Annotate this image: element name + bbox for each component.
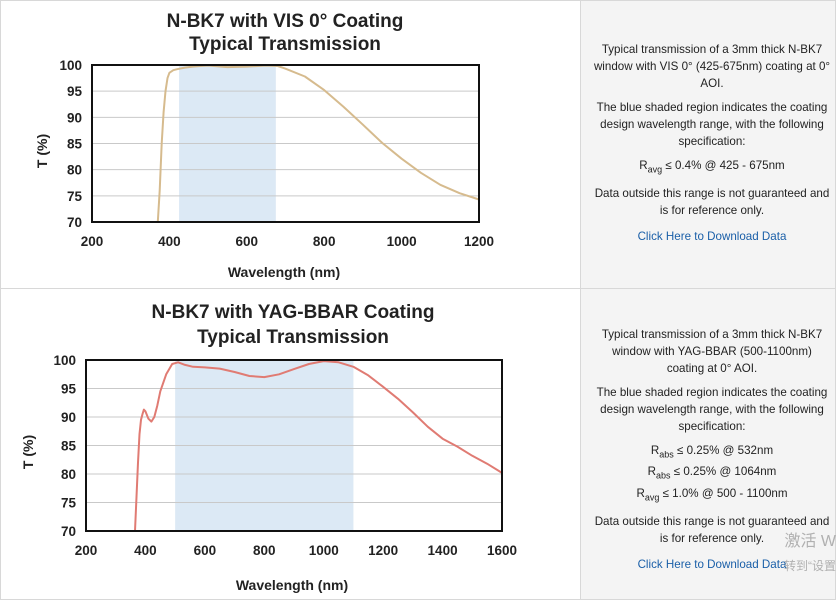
y-tick-label: 80 xyxy=(67,163,82,178)
spec-list: Ravg ≤ 0.4% @ 425 - 675nm xyxy=(593,157,831,178)
x-tick-label: 400 xyxy=(158,234,181,249)
info-disclaimer: Data outside this range is not guarantee… xyxy=(594,514,830,545)
info-description: Typical transmission of a 3mm thick N-BK… xyxy=(601,328,823,375)
info-block-1: Typical transmission of a 3mm thick N-BK… xyxy=(593,41,831,245)
activation-watermark: 激活 W xyxy=(784,533,836,550)
y-axis-label: T (%) xyxy=(20,435,36,469)
info-block-2: Typical transmission of a 3mm thick N-BK… xyxy=(593,326,831,573)
y-tick-label: 75 xyxy=(67,189,83,204)
y-tick-label: 75 xyxy=(61,496,77,511)
transmission-chart-vis: N-BK7 with VIS 0° Coating Typical Transm… xyxy=(34,11,494,280)
chart-cell-1: N-BK7 with VIS 0° Coating Typical Transm… xyxy=(1,1,581,288)
y-tick-label: 70 xyxy=(67,215,82,230)
chart-title-line2: Typical Transmission xyxy=(197,327,389,348)
x-tick-label: 200 xyxy=(81,234,104,249)
transmission-curve xyxy=(134,360,503,532)
y-tick-label: 100 xyxy=(59,58,82,73)
x-tick-label: 1000 xyxy=(309,543,339,558)
x-tick-label: 800 xyxy=(313,234,336,249)
info-shading-note: The blue shaded region indicates the coa… xyxy=(596,101,828,148)
y-tick-label: 70 xyxy=(61,524,76,539)
plot-frame xyxy=(85,359,503,532)
y-axis-label: T (%) xyxy=(34,134,50,168)
y-tick-label: 90 xyxy=(61,410,76,425)
download-data-link[interactable]: Click Here to Download Data xyxy=(637,230,787,244)
spec-line: Rabs ≤ 0.25% @ 532nm xyxy=(650,444,774,460)
transmission-chart-yag: N-BK7 with YAG-BBAR Coating Typical Tran… xyxy=(20,302,517,593)
plot-area: 70 75 80 85 90 95 100 200 400 600 800 1000 1200 xyxy=(59,58,494,249)
x-tick-label: 1000 xyxy=(387,234,417,249)
x-axis-label: Wavelength (nm) xyxy=(236,577,348,593)
x-tick-label: 1400 xyxy=(428,543,458,558)
spec-line: Ravg ≤ 0.4% @ 425 - 675nm xyxy=(639,159,785,175)
chart-row-2: N-BK7 with YAG-BBAR Coating Typical Tran… xyxy=(0,288,836,600)
x-tick-label: 600 xyxy=(194,543,217,558)
info-shading-note: The blue shaded region indicates the coa… xyxy=(596,386,828,433)
chart-title-line2: Typical Transmission xyxy=(189,34,381,55)
x-tick-label: 800 xyxy=(253,543,276,558)
x-tick-label: 200 xyxy=(75,543,98,558)
plot-area: 70 75 80 85 90 95 100 200 400 600 800 1000 1200 1400 1… xyxy=(53,353,517,558)
info-description: Typical transmission of a 3mm thick N-BK… xyxy=(593,43,831,90)
plot-frame xyxy=(91,64,480,223)
y-tick-label: 95 xyxy=(67,84,83,99)
x-axis-label: Wavelength (nm) xyxy=(228,264,340,280)
y-tick-label: 80 xyxy=(61,467,76,482)
spec-list: Rabs ≤ 0.25% @ 532nm Rabs ≤ 0.25% @ 1064… xyxy=(593,442,831,506)
y-tick-label: 85 xyxy=(61,439,77,454)
info-cell-2: Typical transmission of a 3mm thick N-BK… xyxy=(581,289,835,599)
download-data-link[interactable]: Click Here to Download Data xyxy=(637,557,787,571)
y-tick-label: 90 xyxy=(67,110,82,125)
x-tick-label: 1200 xyxy=(368,543,398,558)
activation-watermark-sub: 转到“设置 xyxy=(784,559,836,573)
spec-line: Rabs ≤ 0.25% @ 1064nm xyxy=(647,465,777,481)
x-tick-label: 400 xyxy=(134,543,157,558)
y-tick-label: 95 xyxy=(61,382,77,397)
x-tick-label: 1200 xyxy=(464,234,494,249)
chart-title-line1: N-BK7 with VIS 0° Coating xyxy=(167,11,404,32)
x-tick-label: 600 xyxy=(236,234,259,249)
y-tick-label: 100 xyxy=(53,353,76,368)
x-tick-label: 1600 xyxy=(487,543,517,558)
transmission-curve xyxy=(156,64,480,223)
info-cell-1: Typical transmission of a 3mm thick N-BK… xyxy=(581,1,835,288)
chart-row-1: N-BK7 with VIS 0° Coating Typical Transm… xyxy=(0,0,836,289)
chart-title-line1: N-BK7 with YAG-BBAR Coating xyxy=(152,302,435,323)
info-disclaimer: Data outside this range is not guarantee… xyxy=(594,187,830,218)
chart-cell-2: N-BK7 with YAG-BBAR Coating Typical Tran… xyxy=(1,289,581,599)
spec-line: Ravg ≤ 1.0% @ 500 - 1100nm xyxy=(636,486,788,502)
y-tick-label: 85 xyxy=(67,137,83,152)
